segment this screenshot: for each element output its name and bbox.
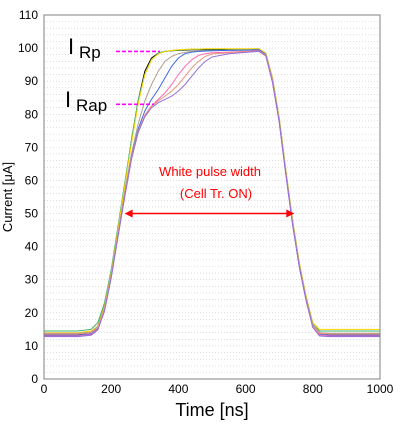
pulse-width-arrowhead-right bbox=[286, 209, 295, 218]
y-axis-label: Current [μA] bbox=[0, 162, 15, 232]
y-tick-label: 110 bbox=[19, 8, 38, 22]
y-tick-label: 20 bbox=[25, 306, 39, 320]
y-tick-label: 100 bbox=[18, 41, 38, 55]
series-lines bbox=[44, 48, 380, 338]
x-tick-labels: 0 200 400 600 800 1000 bbox=[41, 382, 394, 396]
grid-lines bbox=[44, 21, 380, 373]
irap-label-i: I bbox=[65, 87, 71, 112]
x-tick-label: 200 bbox=[101, 382, 121, 396]
x-tick-label: 400 bbox=[168, 382, 188, 396]
y-tick-label: 30 bbox=[25, 273, 39, 287]
y-tick-label: 10 bbox=[25, 339, 39, 353]
series-line bbox=[44, 50, 380, 338]
irp-label-subscript: Rp bbox=[79, 43, 101, 62]
y-tick-label: 40 bbox=[25, 240, 39, 254]
y-tick-label: 80 bbox=[25, 107, 39, 121]
y-tick-label: 70 bbox=[25, 140, 39, 154]
x-tick-label: 1000 bbox=[367, 382, 394, 396]
irp-label-i: I bbox=[68, 34, 74, 59]
y-tick-label: 50 bbox=[25, 207, 39, 221]
irap-label-subscript: Rap bbox=[76, 96, 107, 115]
pulse-width-sublabel: (Cell Tr. ON) bbox=[180, 186, 252, 201]
y-tick-labels: 0 10 20 30 40 50 60 70 80 90 100 110 bbox=[18, 8, 38, 386]
pulse-width-label: White pulse width bbox=[159, 164, 261, 179]
y-tick-label: 60 bbox=[25, 173, 39, 187]
x-tick-label: 600 bbox=[236, 382, 256, 396]
pulse-width-arrowhead-left bbox=[124, 209, 133, 218]
y-tick-label: 90 bbox=[25, 74, 39, 88]
y-tick-label: 0 bbox=[31, 372, 38, 386]
x-axis-label: Time [ns] bbox=[175, 400, 248, 420]
plot-frame bbox=[43, 14, 381, 380]
x-tick-label: 800 bbox=[303, 382, 323, 396]
x-tick-label: 0 bbox=[41, 382, 48, 396]
